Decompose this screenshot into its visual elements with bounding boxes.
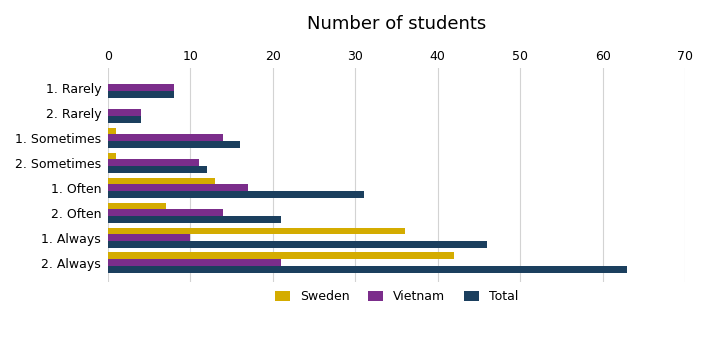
Bar xyxy=(108,166,207,173)
Bar xyxy=(108,259,281,266)
Bar xyxy=(108,159,199,166)
Bar xyxy=(108,127,116,134)
Bar xyxy=(108,191,364,198)
Bar xyxy=(108,216,281,223)
Legend: Sweden, Vietnam, Total: Sweden, Vietnam, Total xyxy=(270,285,523,308)
Title: Number of students: Number of students xyxy=(307,15,486,33)
Bar xyxy=(108,234,190,241)
Bar xyxy=(108,116,141,123)
Bar xyxy=(108,134,224,141)
Bar xyxy=(108,266,627,273)
Bar xyxy=(108,184,249,191)
Bar xyxy=(108,152,116,159)
Bar xyxy=(108,209,224,216)
Bar xyxy=(108,202,166,209)
Bar xyxy=(108,252,455,259)
Bar xyxy=(108,91,174,98)
Bar xyxy=(108,177,215,184)
Bar xyxy=(108,241,487,248)
Bar xyxy=(108,227,405,234)
Bar xyxy=(108,84,174,91)
Bar xyxy=(108,109,141,116)
Bar xyxy=(108,141,240,148)
